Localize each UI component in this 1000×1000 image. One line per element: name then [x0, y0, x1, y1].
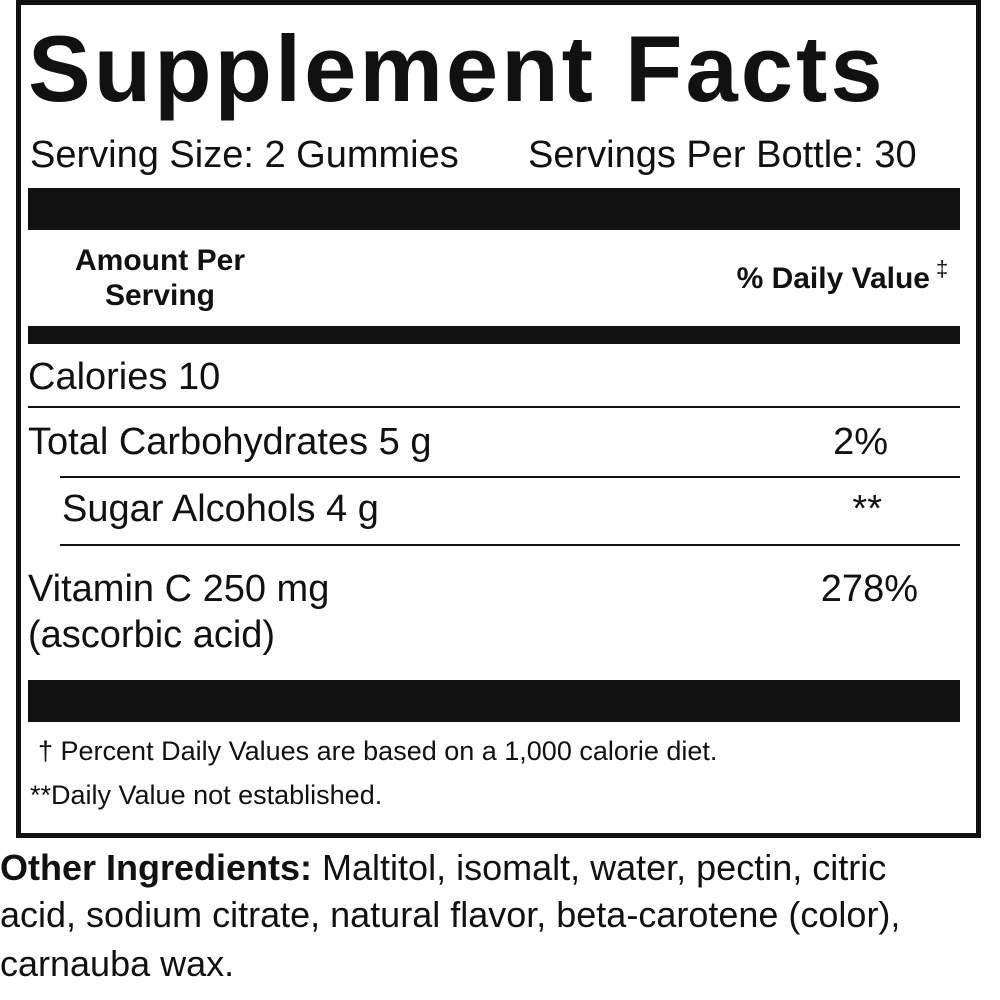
daily-value-mark: ‡	[936, 256, 949, 281]
title: Supplement Facts	[28, 16, 886, 121]
daily-value: 2%	[833, 421, 888, 463]
row-rule	[60, 476, 960, 478]
daily-value: 278%	[820, 568, 918, 610]
ingredients-label: Other Ingredients:	[0, 847, 313, 888]
nutrient-name: Calories 10	[28, 356, 221, 398]
nutrient-name: (ascorbic acid)	[28, 614, 276, 656]
thick-bar	[28, 188, 960, 230]
servings-per-container: Servings Per Bottle: 30	[528, 134, 917, 176]
row-rule	[28, 406, 960, 408]
ingredients-line: acid, sodium citrate, natural flavor, be…	[0, 894, 901, 935]
label-border	[16, 0, 981, 838]
amount-header: Serving	[104, 279, 216, 312]
daily-value: **	[852, 488, 882, 530]
thick-bar	[28, 680, 960, 722]
ingredients-line: Other Ingredients: Maltitol, isomalt, wa…	[0, 850, 886, 886]
nutrient-name: Total Carbohydrates 5 g	[28, 421, 432, 463]
footnote: † Percent Daily Values are based on a 1,…	[38, 736, 718, 766]
row-rule	[60, 544, 960, 546]
thick-rule	[28, 326, 960, 344]
footnote: **Daily Value not established.	[30, 780, 383, 810]
ingredients-text: Maltitol, isomalt, water, pectin, citric	[312, 847, 887, 888]
nutrient-name: Vitamin C 250 mg	[28, 568, 330, 610]
ingredients-line: carnauba wax.	[0, 943, 235, 984]
amount-header: Amount Per	[74, 244, 245, 277]
nutrient-name: Sugar Alcohols 4 g	[62, 488, 379, 530]
daily-value-header: % Daily Value	[736, 262, 930, 295]
serving-size: Serving Size: 2 Gummies	[30, 134, 459, 176]
